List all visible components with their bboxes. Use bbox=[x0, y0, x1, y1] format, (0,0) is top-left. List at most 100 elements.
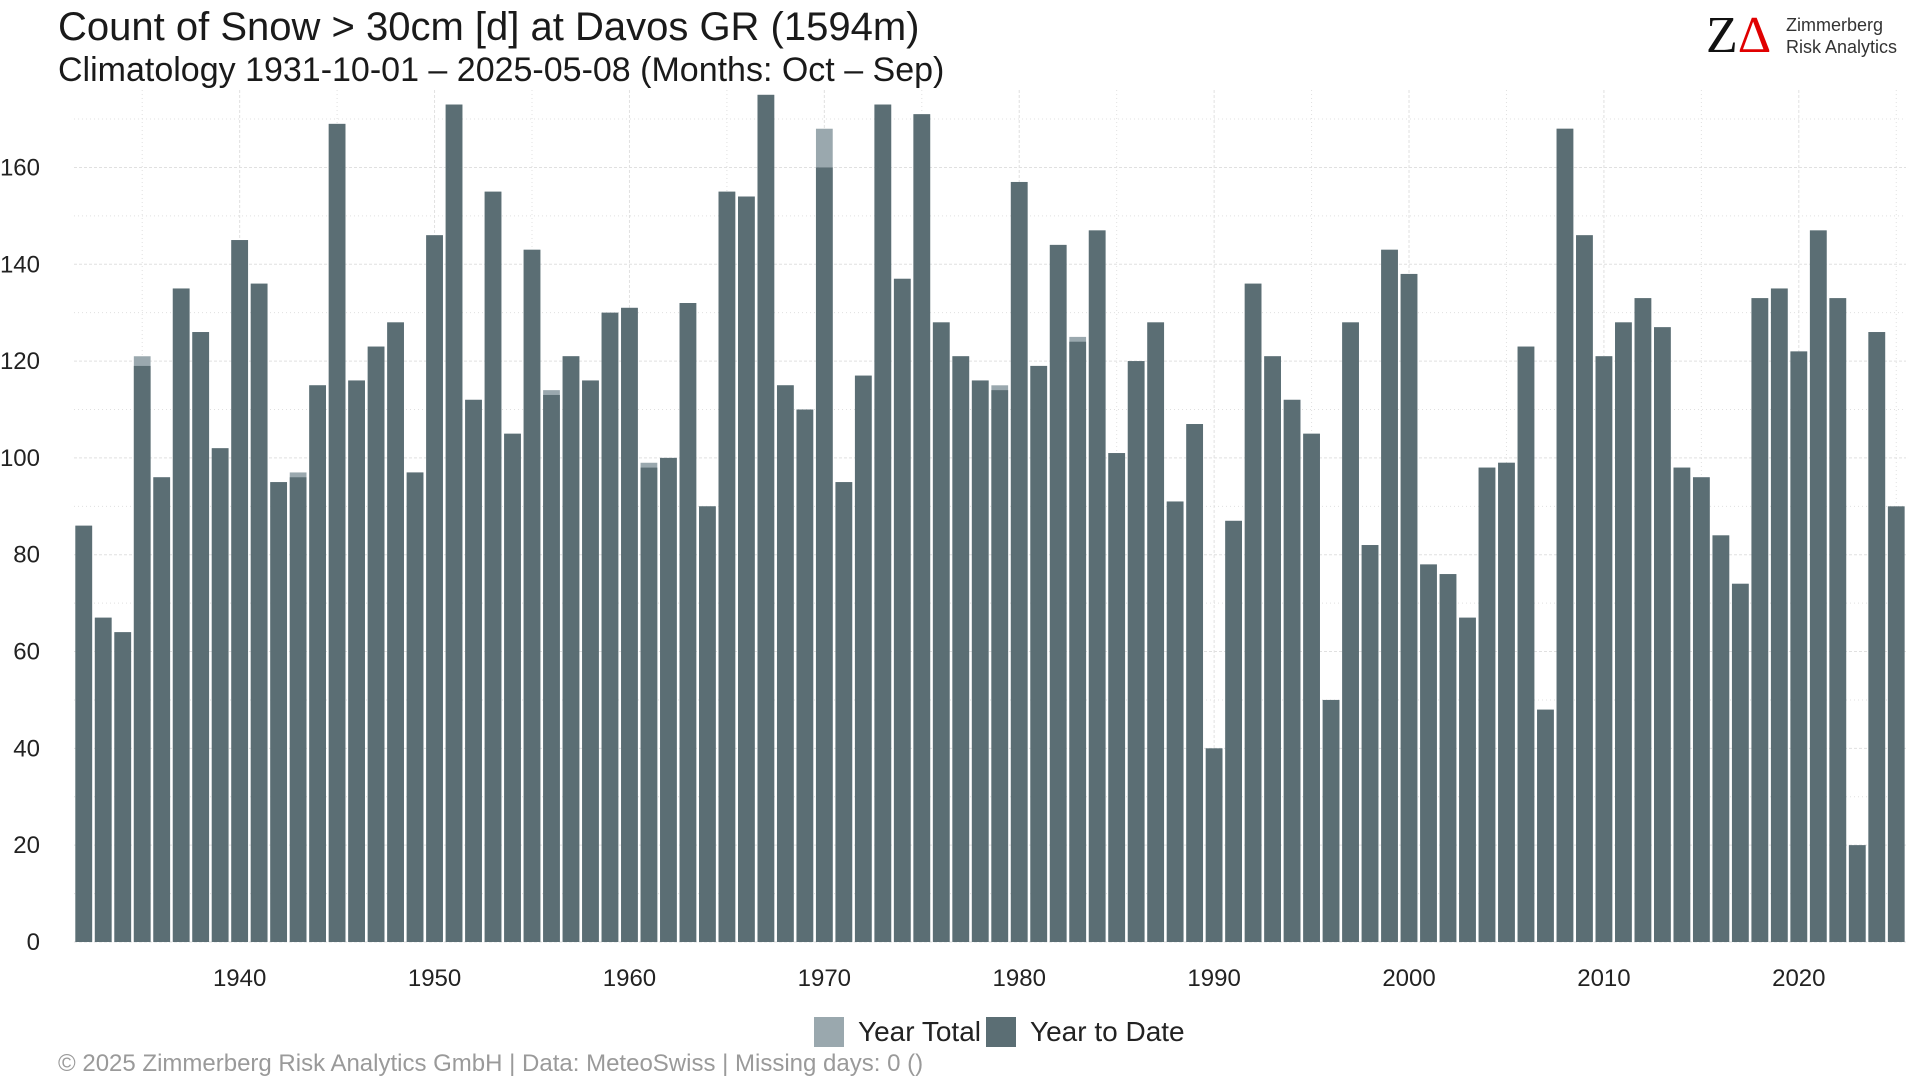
legend-swatch-year-total bbox=[814, 1017, 844, 1047]
bar-year-to-date bbox=[1322, 699, 1340, 942]
bar-year-to-date bbox=[1595, 356, 1613, 942]
bar-year-to-date bbox=[1244, 283, 1262, 942]
logo-line-2: Risk Analytics bbox=[1786, 37, 1898, 57]
y-tick-label: 60 bbox=[13, 639, 40, 666]
logo-z: Z bbox=[1706, 7, 1738, 64]
company-logo: ZΔ Zimmerberg Risk Analytics bbox=[1706, 8, 1906, 64]
bar-year-to-date bbox=[465, 399, 482, 942]
legend-swatch-year-to-date bbox=[986, 1017, 1016, 1047]
bar-year-to-date bbox=[815, 167, 833, 943]
bar-year-to-date bbox=[932, 322, 950, 942]
bar-year-to-date bbox=[1809, 230, 1827, 943]
legend-item-year-total: Year Total bbox=[814, 1014, 981, 1050]
bar-year-to-date bbox=[1537, 709, 1554, 942]
bar-year-to-date bbox=[1147, 322, 1165, 942]
bar-year-to-date bbox=[991, 390, 1009, 942]
chart-subtitle: Climatology 1931-10-01 – 2025-05-08 (Mon… bbox=[58, 51, 945, 89]
bar-year-to-date bbox=[679, 303, 697, 942]
bar-year-to-date bbox=[1576, 235, 1593, 942]
bar-year-to-date bbox=[1848, 845, 1866, 942]
bar-year-to-date bbox=[1887, 506, 1905, 942]
bar-year-to-date bbox=[757, 94, 775, 942]
bar-year-to-date bbox=[699, 506, 716, 942]
bar-year-to-date bbox=[523, 249, 541, 942]
bar-year-to-date bbox=[1439, 574, 1457, 942]
bar-year-to-date bbox=[328, 123, 346, 943]
x-tick-label: 2010 bbox=[1577, 965, 1630, 992]
bar-year-to-date bbox=[1303, 433, 1320, 942]
bar-year-to-date bbox=[1049, 244, 1067, 943]
bar-year-to-date bbox=[1615, 322, 1632, 942]
bar-year-to-date bbox=[660, 457, 677, 942]
bar-year-to-date bbox=[1673, 467, 1691, 942]
bar-year-to-date bbox=[1127, 361, 1145, 942]
bar-year-to-date bbox=[718, 191, 736, 943]
x-tick-label: 1990 bbox=[1187, 965, 1240, 992]
bar-year-to-date bbox=[270, 482, 288, 942]
bar-year-to-date bbox=[231, 240, 249, 942]
x-tick-label: 1960 bbox=[603, 965, 656, 992]
bar-year-to-date bbox=[1069, 341, 1087, 942]
x-tick-label: 1980 bbox=[993, 965, 1046, 992]
legend-label-year-total: Year Total bbox=[858, 1016, 981, 1047]
bar-year-to-date bbox=[1731, 583, 1749, 942]
chart-title: Count of Snow > 30cm [d] at Davos GR (15… bbox=[58, 5, 920, 49]
x-tick-label: 1940 bbox=[213, 965, 266, 992]
bar-year-to-date bbox=[1030, 365, 1048, 942]
bar-year-to-date bbox=[1361, 545, 1379, 942]
bar-year-to-date bbox=[75, 525, 93, 942]
logo-text: Zimmerberg Risk Analytics bbox=[1786, 14, 1897, 58]
y-axis-ticks: 0 20 40 60 80 100 120 140 160 bbox=[0, 154, 40, 956]
bar-year-to-date bbox=[1225, 520, 1242, 942]
bar-year-to-date bbox=[913, 114, 931, 943]
bar-year-to-date bbox=[738, 196, 755, 942]
bar-year-to-date bbox=[1264, 356, 1281, 942]
bar-year-to-date bbox=[1420, 564, 1437, 942]
bar-year-to-date bbox=[1088, 230, 1106, 943]
bar-year-to-date bbox=[94, 617, 112, 942]
bar-year-to-date bbox=[1868, 332, 1886, 942]
bar-year-to-date bbox=[1712, 535, 1730, 942]
bar-year-to-date bbox=[504, 433, 521, 942]
bar-year-to-date bbox=[1790, 351, 1808, 943]
bar-year-to-date bbox=[582, 380, 599, 942]
bar-year-to-date bbox=[1634, 298, 1652, 943]
bar-year-to-date bbox=[211, 448, 229, 942]
bar-year-to-date bbox=[562, 356, 580, 942]
bar-year-to-date bbox=[367, 346, 385, 942]
x-tick-label: 2000 bbox=[1382, 965, 1435, 992]
bar-year-to-date bbox=[289, 477, 307, 942]
bar-year-to-date bbox=[1654, 327, 1671, 942]
bar-year-to-date bbox=[153, 477, 171, 942]
bar-year-to-date bbox=[1010, 181, 1028, 942]
bar-year-to-date bbox=[192, 332, 210, 942]
bar-year-to-date bbox=[250, 283, 268, 942]
bar-year-to-date bbox=[1205, 748, 1223, 942]
bar-year-to-date bbox=[1692, 477, 1710, 942]
bar-year-to-date bbox=[952, 356, 970, 942]
bar-year-to-date bbox=[796, 409, 814, 942]
legend: Year Total Year to Date bbox=[0, 1014, 1920, 1054]
x-axis-ticks: 1940 1950 1960 1970 1980 1990 2000 2010 2020 bbox=[213, 965, 1826, 992]
y-tick-label: 160 bbox=[0, 154, 40, 181]
bar-year-to-date bbox=[601, 312, 619, 942]
logo-delta: Δ bbox=[1737, 7, 1772, 64]
bar-year-to-date bbox=[445, 104, 463, 943]
footer-credit: © 2025 Zimmerberg Risk Analytics GmbH | … bbox=[58, 1050, 924, 1077]
bar-year-to-date bbox=[971, 380, 989, 942]
bar-year-to-date bbox=[348, 380, 365, 942]
y-tick-label: 20 bbox=[13, 832, 40, 859]
bar-year-to-date bbox=[1381, 249, 1398, 942]
bar-year-to-date bbox=[114, 632, 132, 942]
bar-year-to-date bbox=[1186, 424, 1204, 943]
bar-year-to-date bbox=[776, 385, 794, 943]
bar-year-to-date bbox=[1342, 322, 1359, 942]
bar-year-to-date bbox=[854, 375, 872, 942]
y-tick-label: 80 bbox=[13, 542, 40, 569]
y-tick-label: 100 bbox=[0, 445, 40, 472]
x-tick-label: 1950 bbox=[408, 965, 461, 992]
bar-year-to-date bbox=[1751, 298, 1769, 943]
year-to-date-bars bbox=[75, 94, 1905, 943]
x-tick-label: 1970 bbox=[798, 965, 851, 992]
